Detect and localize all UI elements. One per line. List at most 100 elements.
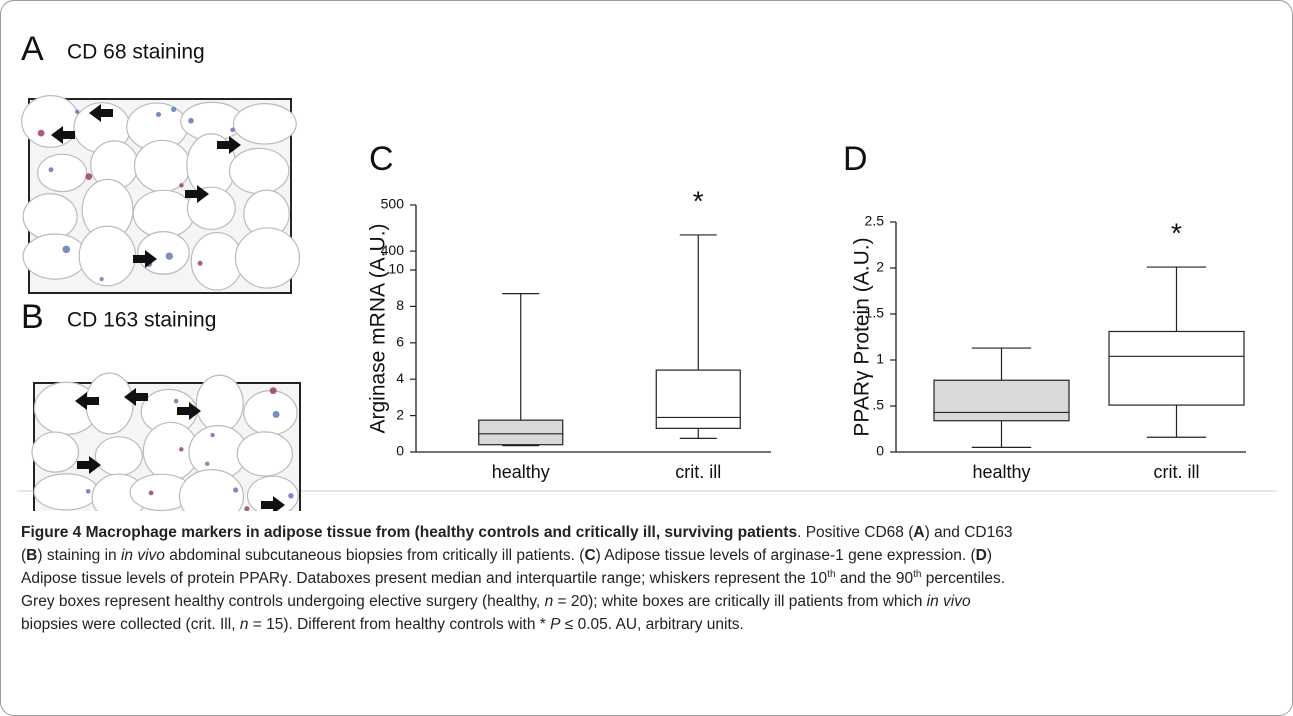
y-tick-label: 0 [396,443,404,459]
micrograph [32,373,300,511]
stain [273,411,280,418]
y-tick-label: 0 [876,443,884,459]
caption: Figure 4 Macrophage markers in adipose t… [21,521,1281,636]
panel-letter: A [21,30,44,68]
stain [49,167,54,172]
cell [79,226,135,285]
caption-text: in vivo [927,593,971,610]
stain [174,399,179,404]
panel-letter: D [843,140,868,178]
caption-text: in vivo [121,547,165,564]
y-tick-label: 6 [396,334,404,350]
micrograph [22,96,300,293]
caption-text: n [545,593,554,610]
x-tick-label: healthy [492,462,550,482]
panel-title: CD 163 staining [67,309,216,332]
caption-text: abdominal subcutaneous biopsies from cri… [165,547,585,564]
caption-line: Grey boxes represent healthy controls un… [21,590,1281,613]
stain [156,112,161,117]
x-tick-label: crit. ill [675,462,721,482]
x-tick-label: healthy [972,462,1030,482]
cell [38,154,87,191]
cell [233,104,296,144]
caption-text: = 15). Different from healthy controls w… [248,616,550,633]
y-axis-label: Arginase mRNA (A.U.) [367,223,390,433]
stain [210,433,214,437]
panel-title: CD 68 staining [67,41,205,64]
panel-letter: C [369,140,394,178]
stain [100,277,104,281]
caption-text: = 20); white boxes are critically ill pa… [553,593,926,610]
stain [166,253,173,260]
caption-text: ) staining in [37,547,121,564]
caption-text: P [550,616,560,633]
box [934,380,1069,420]
y-tick-label: 2 [876,259,884,275]
stain [62,246,70,254]
caption-text: ) Adipose tissue levels of arginase-1 ge… [596,547,976,564]
y-tick-label: 2.5 [865,213,885,229]
cell [22,96,80,148]
y-tick-label: 2 [396,406,404,422]
figure-graphics: A CD 68 staining B CD 163 staining C 0 2 4 6… [1,1,1292,511]
y-tick-label: 500 [381,196,405,212]
caption-line: biopsies were collected (crit. Ill, n = … [21,613,1281,636]
box [656,370,740,428]
stain [86,489,91,494]
cell [32,432,78,472]
significance-mark: * [1171,217,1182,248]
caption-text: biopsies were collected (crit. Ill, [21,616,240,633]
stain [233,487,238,492]
y-tick-label: 1 [876,351,884,367]
caption-text: D [976,547,987,564]
cell [229,148,288,193]
stain [149,491,154,496]
stain [38,130,45,137]
caption-text: ≤ 0.05. AU, arbitrary units. [560,616,743,633]
cell [244,391,297,435]
stain [85,173,92,180]
caption-text: and the 90 [836,570,914,587]
stain [179,183,183,187]
stain [270,387,277,394]
panel-letter: B [21,298,44,336]
caption-line: Adipose tissue levels of protein PPARγ. … [21,567,1281,590]
stain [205,462,209,466]
caption-text: th [827,569,835,580]
stain [198,261,203,266]
caption-line: (B) staining in in vivo abdominal subcut… [21,544,1281,567]
stain [171,107,176,112]
caption-text: . Positive CD68 ( [797,524,913,541]
stain [230,128,235,133]
caption-text: Figure 4 Macrophage markers in adipose t… [21,524,797,541]
cell [23,234,87,279]
stain [179,447,183,451]
x-tick-label: crit. ill [1154,462,1200,482]
y-axis-label: PPARγ Protein (A.U.) [851,237,874,436]
caption-text: ) and CD163 [925,524,1013,541]
figure: A CD 68 staining B CD 163 staining C 0 2 4 6… [0,0,1293,716]
caption-text: C [584,547,595,564]
cell [23,194,77,240]
stain [288,493,293,498]
caption-text: percentiles. [921,570,1005,587]
y-tick-label: 8 [396,297,404,313]
y-tick-label: 10 [388,261,404,277]
cell [133,190,194,237]
caption-line: Figure 4 Macrophage markers in adipose t… [21,521,1281,544]
y-tick-label: 4 [396,370,404,386]
stain [188,118,194,124]
box [479,420,563,445]
box [1109,331,1244,405]
caption-text: A [913,524,924,541]
caption-text: Grey boxes represent healthy controls un… [21,593,545,610]
y-tick-label: .5 [872,397,884,413]
stain [75,110,79,114]
caption-text: B [26,547,37,564]
caption-text: Adipose tissue levels of protein PPARγ. … [21,570,827,587]
cell [237,432,292,476]
cell [235,228,299,288]
cell [196,375,243,432]
cell [95,437,142,476]
caption-text: ) [987,547,992,564]
